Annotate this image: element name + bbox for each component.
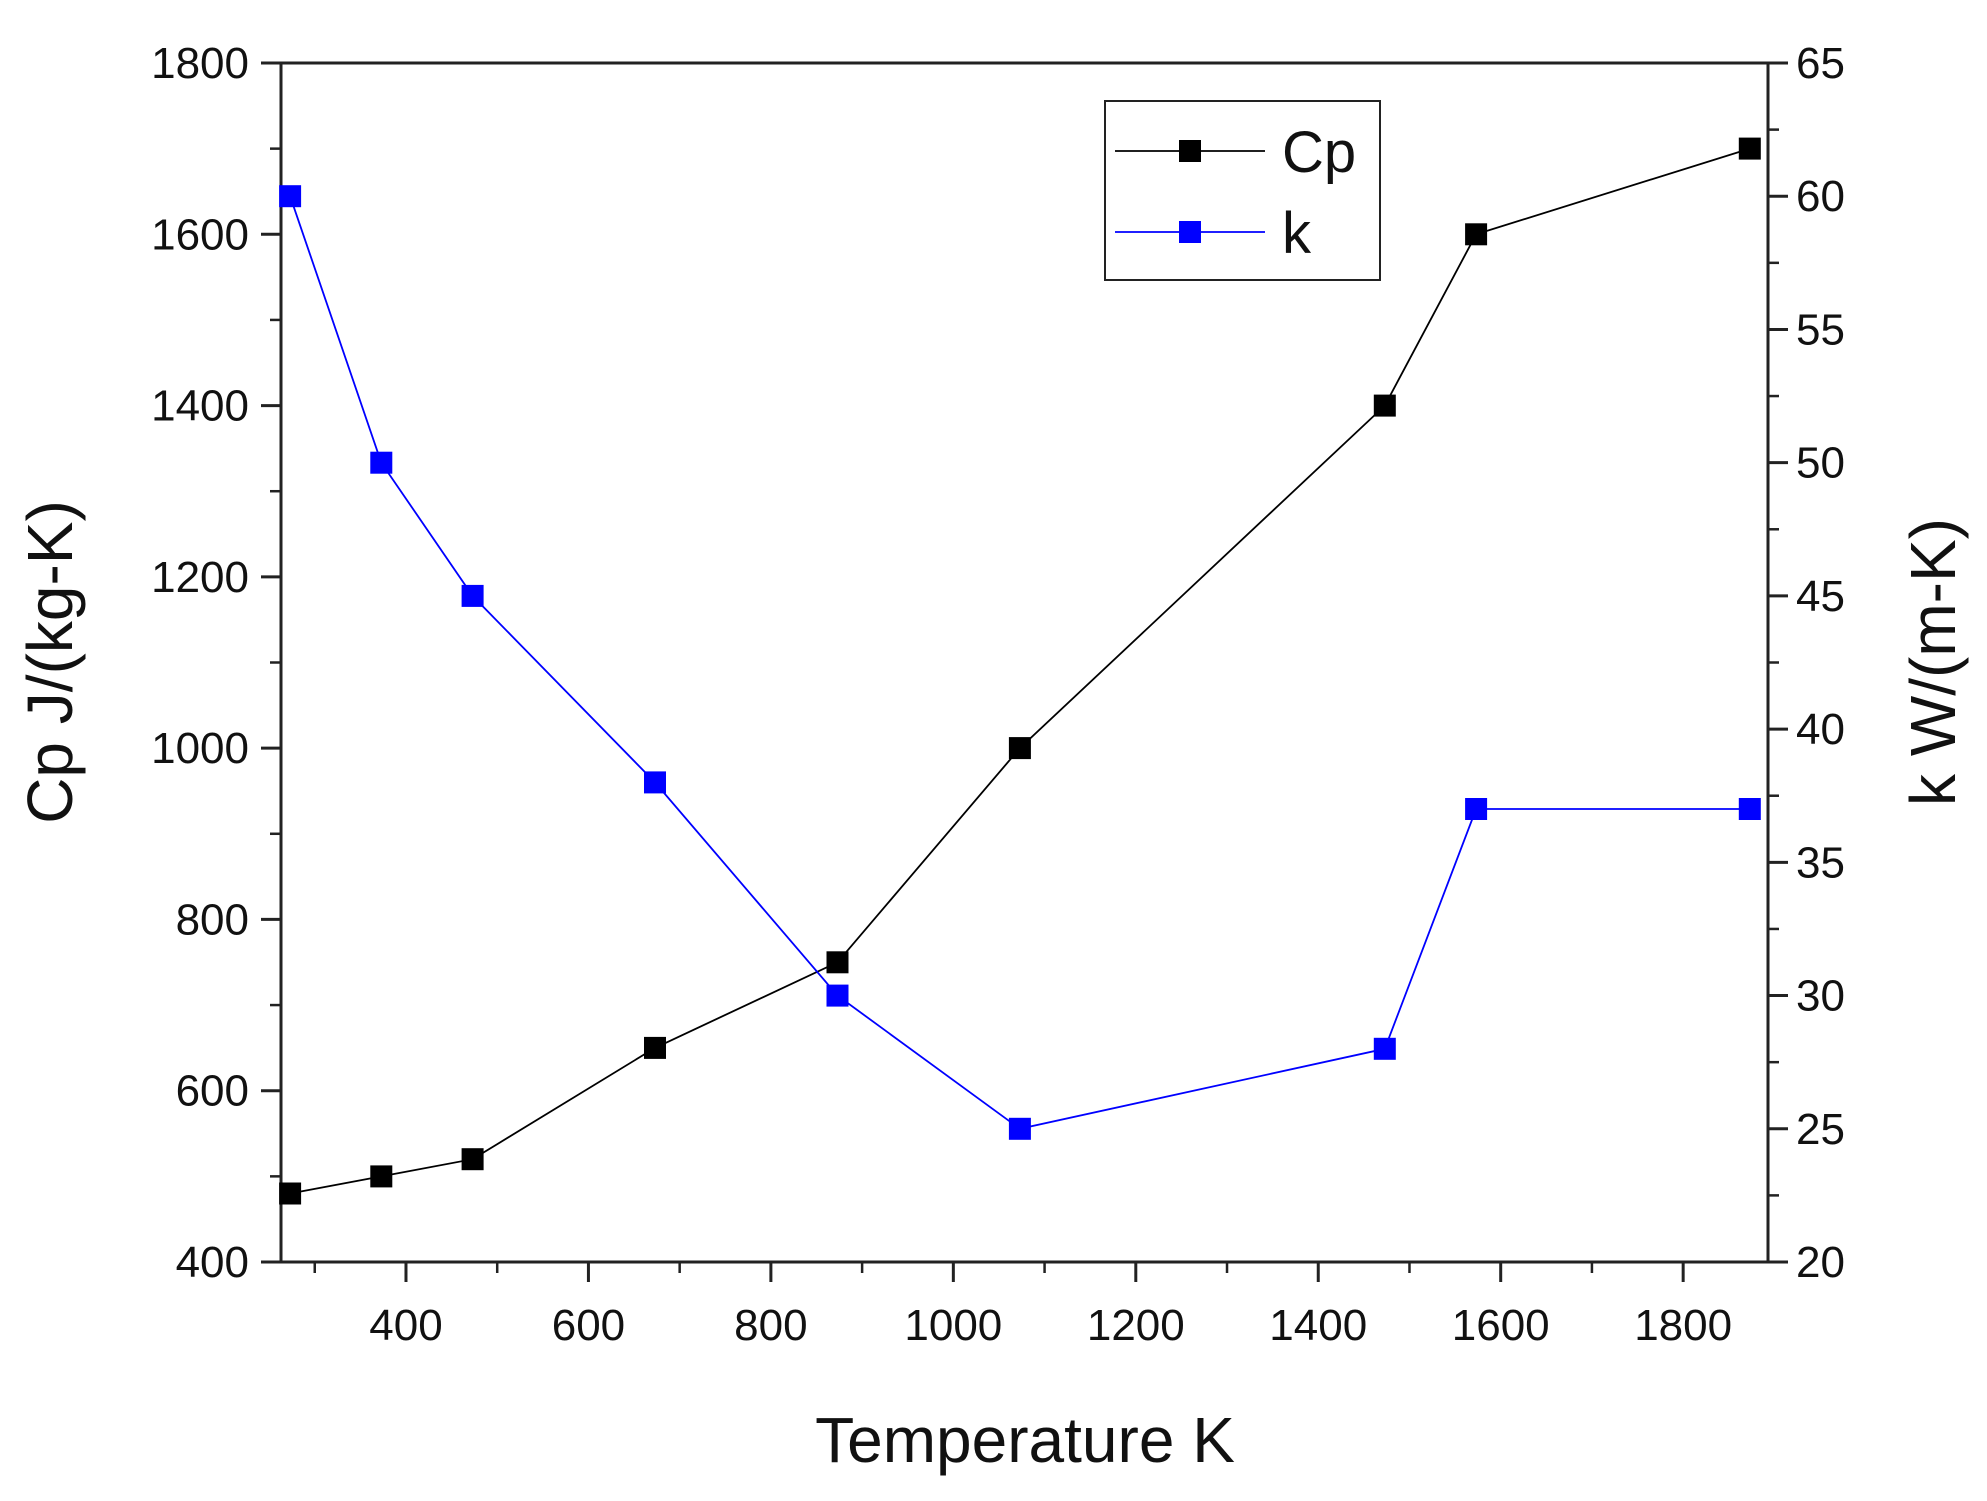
point-k-273 — [279, 185, 302, 208]
point-k-873 — [826, 984, 849, 1007]
y-right-tick-label-65: 65 — [1796, 39, 1845, 88]
x-axis-ticks: 400 600 800 1000 1200 1400 1600 1800 — [313, 1262, 1732, 1350]
legend-marker-k — [1179, 221, 1201, 243]
point-cp-1073 — [1008, 737, 1031, 760]
y-right-tick-label-35: 35 — [1796, 838, 1845, 887]
y-right-tick-label-50: 50 — [1796, 439, 1845, 488]
point-k-1873 — [1738, 798, 1761, 820]
point-cp-473 — [461, 1148, 484, 1171]
series-layer — [279, 137, 1761, 1205]
y-right-tick-label-45: 45 — [1796, 572, 1845, 621]
y-left-tick-label-1200: 1200 — [151, 553, 249, 602]
y-left-tick-label-1400: 1400 — [151, 382, 249, 431]
point-k-673 — [644, 771, 666, 794]
point-k-373 — [370, 451, 393, 474]
series-line-cp — [289, 147, 1751, 1195]
point-cp-1873 — [1738, 137, 1761, 160]
legend-box — [1104, 100, 1381, 281]
point-k-1573 — [1465, 798, 1488, 820]
y-left-tick-label-1000: 1000 — [151, 724, 249, 773]
y-left-tick-label-600: 600 — [176, 1067, 249, 1116]
legend-marker-cp — [1179, 140, 1201, 162]
x-tick-label-1800: 1800 — [1634, 1301, 1732, 1350]
y-left-tick-label-1600: 1600 — [151, 210, 249, 259]
point-cp-873 — [826, 951, 849, 974]
y-right-axis-title: k W/(m-K) — [1897, 518, 1969, 806]
x-tick-label-600: 600 — [552, 1301, 625, 1350]
x-axis-title: Temperature K — [815, 1404, 1235, 1476]
y-left-tick-label-800: 800 — [176, 895, 249, 944]
y-left-tick-label-1800: 1800 — [151, 39, 249, 88]
point-cp-1573 — [1465, 223, 1488, 246]
y-right-tick-label-55: 55 — [1796, 305, 1845, 354]
legend-label-k: k — [1282, 201, 1312, 266]
legend-label-cp: Cp — [1282, 120, 1356, 185]
y-right-tick-label-60: 60 — [1796, 172, 1845, 221]
y-left-axis-ticks: 400 600 800 1000 1200 1400 1600 1800 — [151, 39, 281, 1287]
point-k-1073 — [1008, 1117, 1031, 1140]
point-k-1473 — [1373, 1037, 1396, 1060]
x-tick-label-1400: 1400 — [1269, 1301, 1367, 1350]
series-line-k — [289, 195, 1750, 1130]
x-tick-label-1600: 1600 — [1452, 1301, 1550, 1350]
point-cp-1473 — [1373, 394, 1396, 417]
y-right-tick-label-25: 25 — [1796, 1105, 1845, 1154]
point-cp-273 — [279, 1182, 302, 1205]
point-cp-673 — [644, 1036, 666, 1059]
y-right-tick-label-30: 30 — [1796, 972, 1845, 1021]
plot-frame — [279, 61, 1770, 1264]
x-tick-label-1000: 1000 — [904, 1301, 1002, 1350]
point-k-473 — [461, 584, 484, 607]
x-tick-label-400: 400 — [369, 1301, 442, 1350]
y-right-axis-ticks: 20 25 30 35 40 45 50 55 60 65 — [1768, 39, 1845, 1287]
y-left-axis-title: Cp J/(kg-K) — [14, 500, 86, 824]
y-right-tick-label-40: 40 — [1796, 705, 1845, 754]
point-cp-373 — [370, 1165, 393, 1188]
x-tick-label-1200: 1200 — [1087, 1301, 1185, 1350]
y-right-tick-label-20: 20 — [1796, 1238, 1845, 1287]
x-tick-label-800: 800 — [734, 1301, 807, 1350]
legend: Cp k — [1104, 100, 1381, 281]
y-left-tick-label-400: 400 — [176, 1238, 249, 1287]
